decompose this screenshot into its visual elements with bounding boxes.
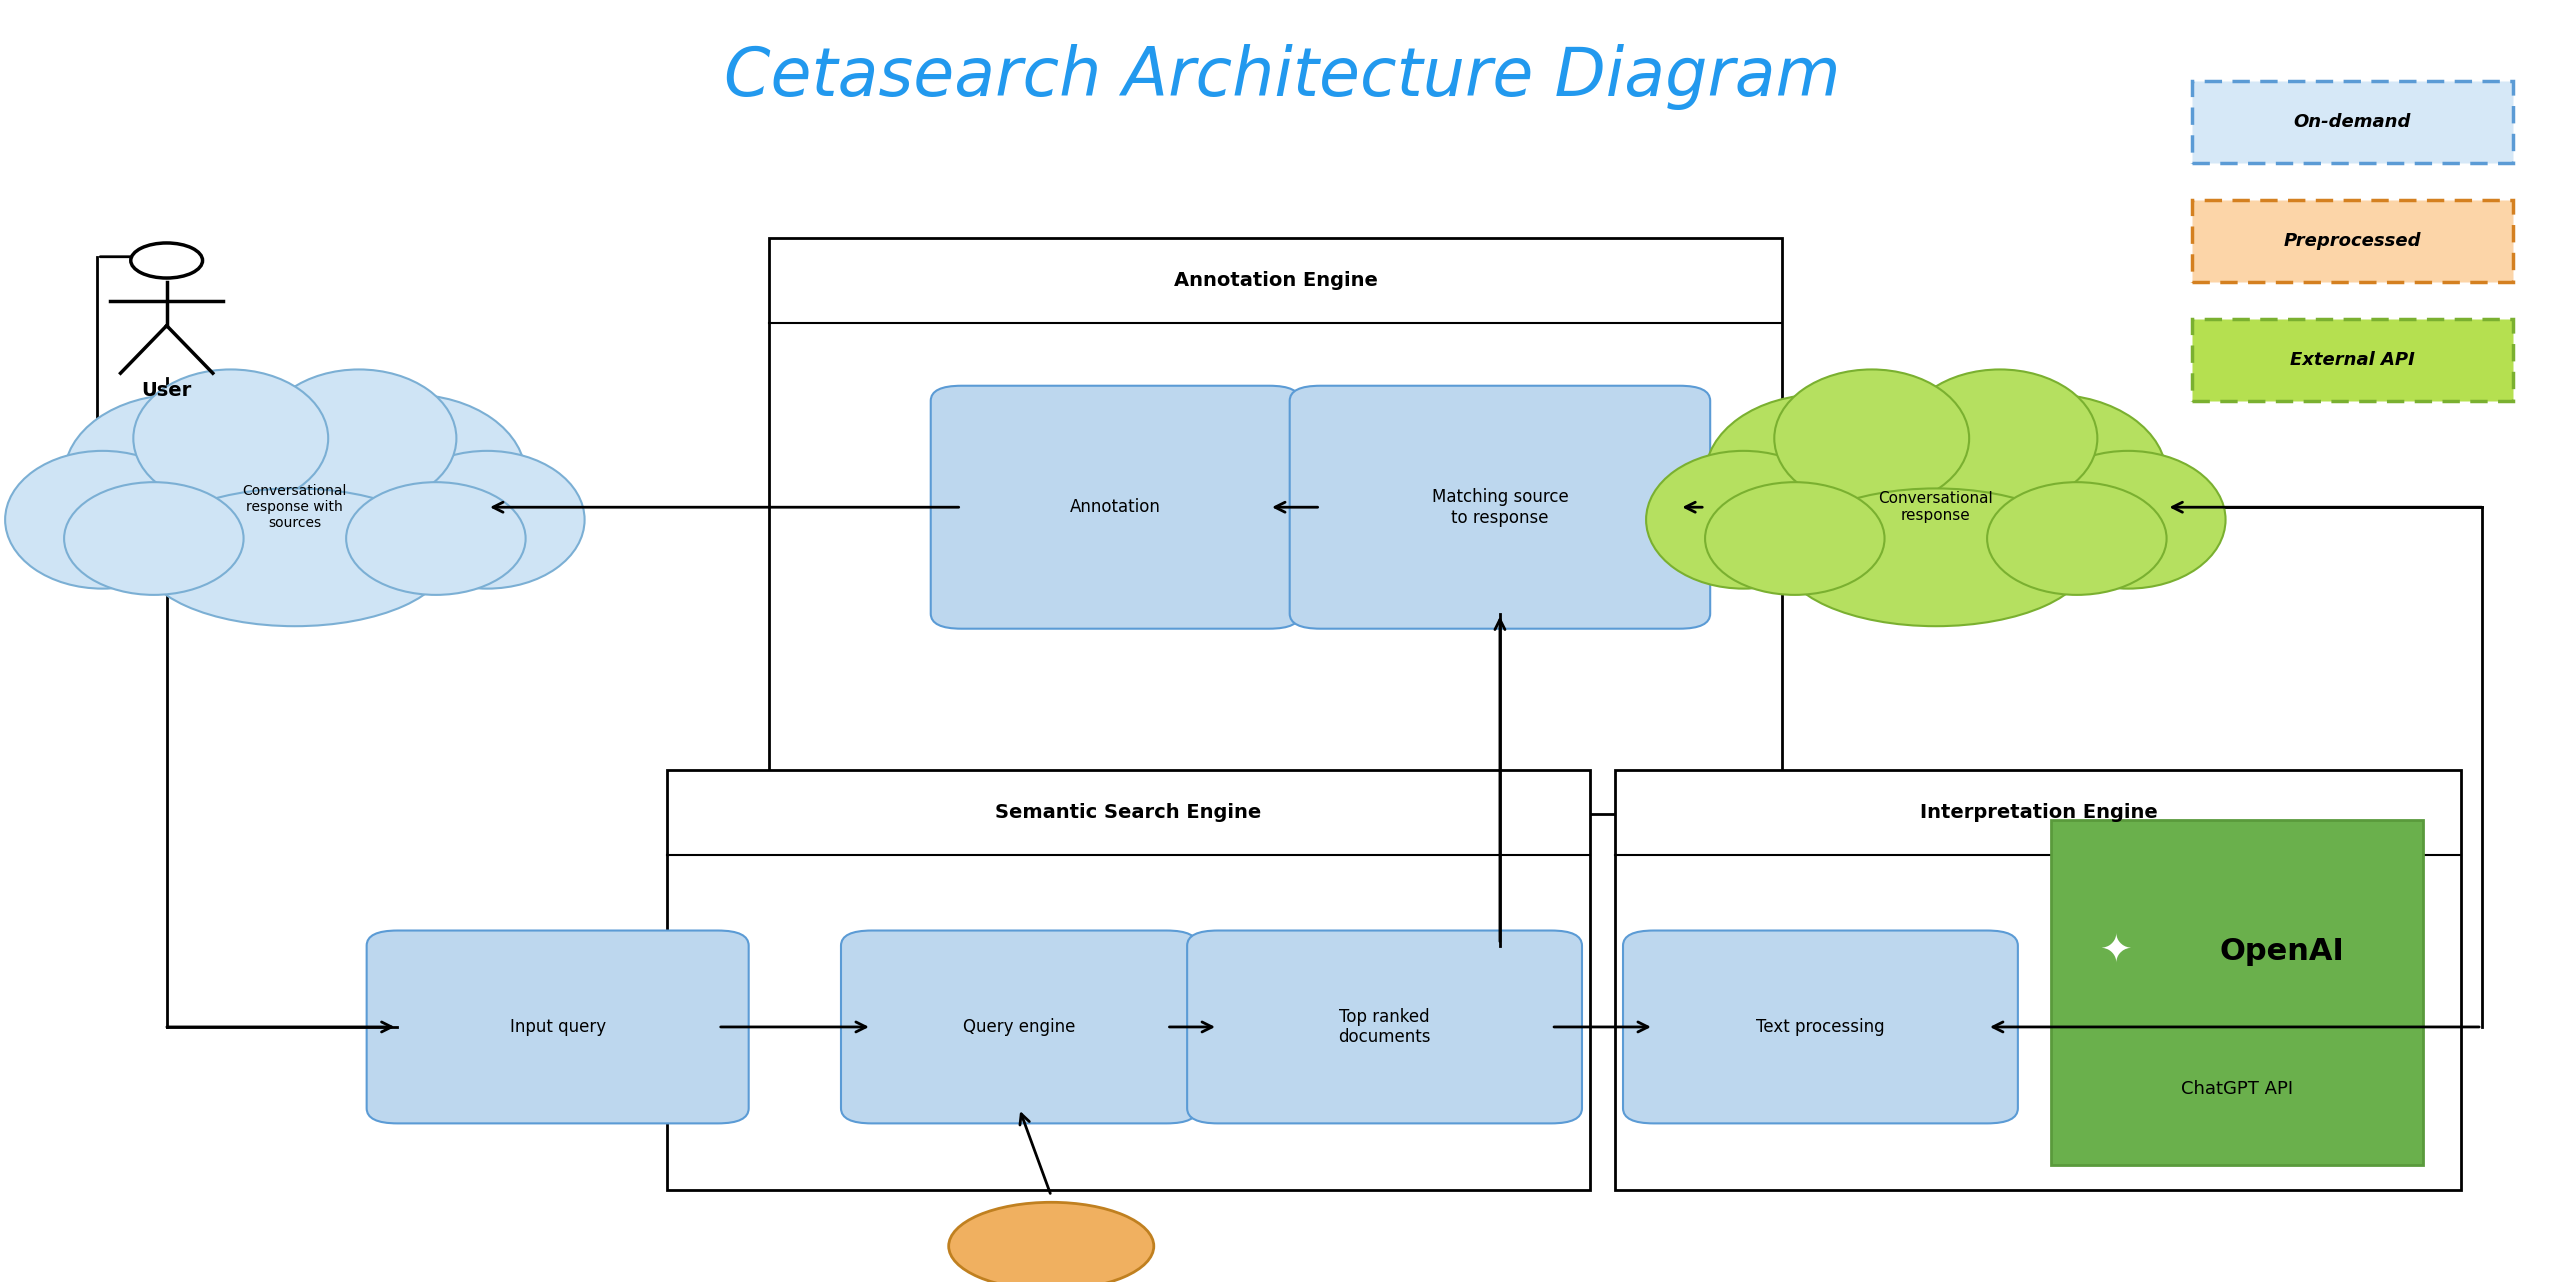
Ellipse shape <box>1646 451 1841 588</box>
Text: External API: External API <box>2290 351 2415 369</box>
Ellipse shape <box>64 395 295 558</box>
FancyBboxPatch shape <box>367 931 749 1123</box>
Ellipse shape <box>295 395 526 558</box>
FancyBboxPatch shape <box>769 238 1782 814</box>
FancyBboxPatch shape <box>1290 386 1710 628</box>
FancyBboxPatch shape <box>2192 81 2513 163</box>
Text: Cetasearch Architecture Diagram: Cetasearch Architecture Diagram <box>723 44 1841 110</box>
Text: Annotation Engine: Annotation Engine <box>1174 271 1377 290</box>
Ellipse shape <box>262 369 456 508</box>
Ellipse shape <box>154 406 436 608</box>
FancyBboxPatch shape <box>2192 319 2513 401</box>
Text: Annotation: Annotation <box>1069 499 1161 517</box>
FancyBboxPatch shape <box>1187 931 1582 1123</box>
Ellipse shape <box>2031 451 2226 588</box>
Ellipse shape <box>1987 482 2167 595</box>
FancyBboxPatch shape <box>667 770 1590 1190</box>
FancyBboxPatch shape <box>1623 931 2018 1123</box>
FancyBboxPatch shape <box>841 931 1197 1123</box>
Text: Semantic Search Engine: Semantic Search Engine <box>995 804 1261 822</box>
Ellipse shape <box>1705 395 1936 558</box>
Text: Preprocessed: Preprocessed <box>2285 232 2420 250</box>
FancyBboxPatch shape <box>931 386 1300 628</box>
Ellipse shape <box>1705 482 1885 595</box>
Ellipse shape <box>133 369 328 508</box>
Ellipse shape <box>346 482 526 595</box>
Text: Query engine: Query engine <box>964 1018 1074 1036</box>
Text: Conversational
response with
sources: Conversational response with sources <box>244 485 346 531</box>
Text: Top ranked
documents: Top ranked documents <box>1338 1008 1431 1046</box>
Ellipse shape <box>141 488 449 626</box>
Ellipse shape <box>64 482 244 595</box>
Ellipse shape <box>1902 369 2097 508</box>
Ellipse shape <box>1782 488 2090 626</box>
Ellipse shape <box>1795 406 2077 608</box>
Ellipse shape <box>1774 369 1969 508</box>
Ellipse shape <box>390 451 585 588</box>
FancyBboxPatch shape <box>2051 820 2423 1165</box>
Ellipse shape <box>1936 395 2167 558</box>
Text: OpenAI: OpenAI <box>2220 937 2343 965</box>
FancyBboxPatch shape <box>2192 200 2513 282</box>
Text: Text processing: Text processing <box>1756 1018 1885 1036</box>
Text: ✦: ✦ <box>2100 932 2131 970</box>
Text: Interpretation Engine: Interpretation Engine <box>1920 804 2156 822</box>
Ellipse shape <box>949 1203 1154 1282</box>
Ellipse shape <box>131 244 203 278</box>
Ellipse shape <box>5 451 200 588</box>
Text: On-demand: On-demand <box>2295 113 2410 131</box>
Text: Matching source
to response: Matching source to response <box>1431 488 1569 527</box>
Text: User: User <box>141 381 192 400</box>
Text: Conversational
response: Conversational response <box>1879 491 1992 523</box>
FancyBboxPatch shape <box>1615 770 2461 1190</box>
Text: Input query: Input query <box>510 1018 605 1036</box>
Text: ChatGPT API: ChatGPT API <box>2182 1079 2292 1097</box>
